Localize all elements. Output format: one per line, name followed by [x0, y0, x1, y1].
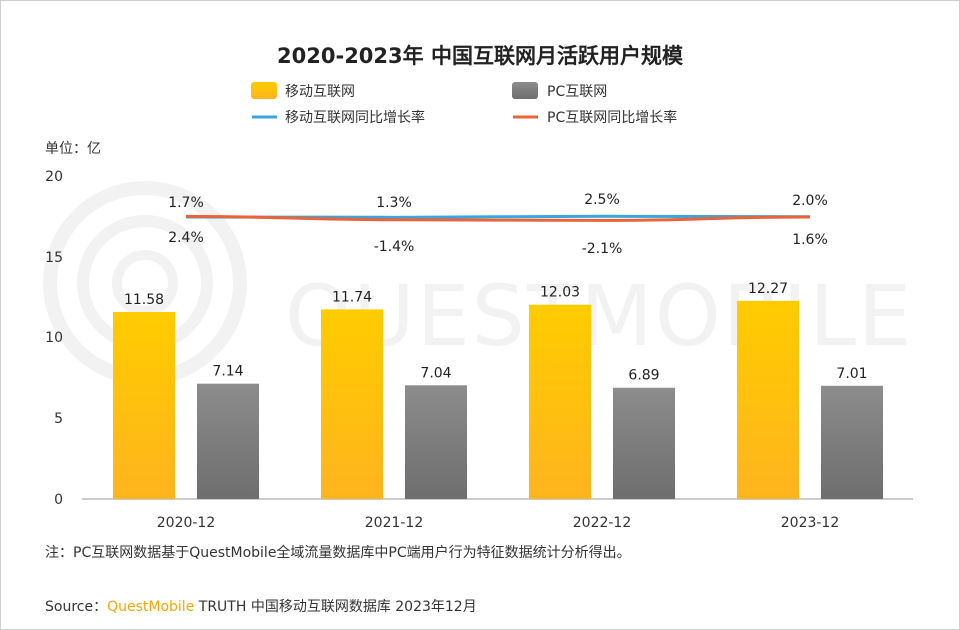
- y-tick: 20: [45, 169, 63, 185]
- rate-label-pc: 1.6%: [792, 232, 828, 248]
- legend-label-pc-growth: PC互联网同比增长率: [547, 109, 677, 126]
- y-tick: 15: [45, 250, 63, 266]
- y-tick: 0: [54, 492, 63, 508]
- footnote: 注：PC互联网数据基于QuestMobile全域流量数据库中PC端用户行为特征数…: [45, 544, 631, 561]
- x-tick: 2021-12: [365, 515, 424, 531]
- rate-label-pc: 2.4%: [168, 230, 204, 246]
- legend: 移动互联网 PC互联网 移动互联网同比增长率 PC互联网同比增长率: [251, 82, 677, 126]
- bar-label-mobile: 12.03: [540, 285, 580, 301]
- x-tick: 2020-12: [157, 515, 216, 531]
- bars-pc: [197, 383, 883, 499]
- y-tick: 5: [54, 411, 63, 427]
- rate-label-pc: -2.1%: [582, 241, 623, 257]
- bar-pc: [197, 383, 259, 499]
- rate-label-mobile: 1.7%: [168, 195, 204, 211]
- bar-pc: [821, 385, 883, 499]
- bar-label-pc: 6.89: [628, 368, 659, 384]
- y-tick: 10: [45, 330, 63, 346]
- rate-labels: 1.7% 1.3% 2.5% 2.0% 2.4% -1.4% -2.1% 1.6…: [168, 192, 828, 257]
- x-tick: 2022-12: [573, 515, 632, 531]
- bar-pc: [405, 385, 467, 499]
- bar-pc: [613, 387, 675, 499]
- x-axis: 2020-12 2021-12 2022-12 2023-12: [157, 515, 840, 531]
- bar-mobile: [113, 311, 175, 499]
- bars-mobile: [113, 300, 799, 499]
- rate-label-mobile: 2.0%: [792, 193, 828, 209]
- bar-label-mobile: 11.74: [332, 289, 372, 305]
- legend-label-mobile-growth: 移动互联网同比增长率: [285, 109, 425, 126]
- bar-mobile: [737, 300, 799, 499]
- rate-label-mobile: 2.5%: [584, 192, 620, 208]
- line-pc-growth: [185, 214, 811, 222]
- bar-label-pc: 7.01: [836, 366, 867, 382]
- watermark-text: QUESTMOBILE: [285, 267, 913, 365]
- bar-mobile: [321, 309, 383, 499]
- legend-swatch-pc: [512, 82, 538, 99]
- legend-swatch-mobile: [251, 82, 277, 99]
- source-prefix: Source：: [45, 599, 107, 615]
- bar-labels: 11.58 11.74 12.03 12.27 7.14 7.04 6.89 7…: [124, 281, 868, 384]
- x-tick: 2023-12: [781, 515, 840, 531]
- bar-mobile: [529, 304, 591, 499]
- bar-label-pc: 7.14: [212, 364, 243, 380]
- rate-label-pc: -1.4%: [374, 239, 415, 255]
- legend-label-pc: PC互联网: [547, 84, 607, 100]
- y-axis: 20 15 10 5 0: [45, 169, 63, 508]
- rate-label-mobile: 1.3%: [376, 195, 412, 211]
- legend-label-mobile: 移动互联网: [285, 84, 355, 100]
- unit-label: 单位：亿: [45, 141, 101, 157]
- bar-label-mobile: 11.58: [124, 292, 164, 308]
- bar-label-pc: 7.04: [420, 365, 451, 381]
- bar-label-mobile: 12.27: [748, 281, 788, 297]
- watermark: QUESTMOBILE: [43, 181, 913, 385]
- source-brand: QuestMobile: [107, 599, 194, 615]
- source-line: Source：QuestMobile TRUTH 中国移动互联网数据库 2023…: [45, 599, 477, 615]
- source-rest: TRUTH 中国移动互联网数据库 2023年12月: [194, 599, 476, 615]
- chart-title: 2020-2023年 中国互联网月活跃用户规模: [277, 44, 684, 68]
